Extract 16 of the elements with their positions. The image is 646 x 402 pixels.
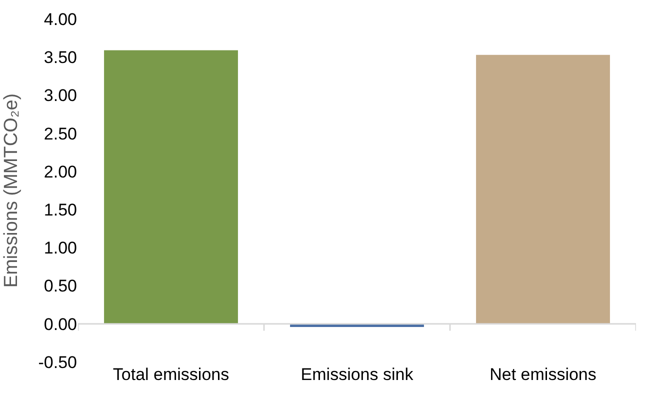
y-tick-label: 4.00 (44, 10, 77, 29)
y-tick-label: 0.50 (44, 276, 77, 296)
y-tick-label: 2.50 (44, 124, 77, 144)
bar (104, 50, 238, 324)
y-tick-label: 0.00 (44, 314, 77, 334)
bar (476, 54, 610, 324)
y-tick-label: 2.00 (44, 162, 77, 182)
x-tick-label: Net emissions (490, 365, 596, 384)
y-tick-label: -0.50 (38, 352, 77, 372)
y-tick-label: 1.50 (44, 200, 77, 220)
x-tick-label: Emissions sink (300, 365, 414, 384)
y-tick-label: 3.50 (44, 48, 77, 68)
y-axis-title: Emissions (MMTCO₂e) (1, 93, 22, 288)
x-tick-label: Total emissions (112, 365, 230, 384)
y-tick-label: 1.00 (44, 238, 77, 258)
y-tick-label: 3.00 (44, 86, 77, 106)
